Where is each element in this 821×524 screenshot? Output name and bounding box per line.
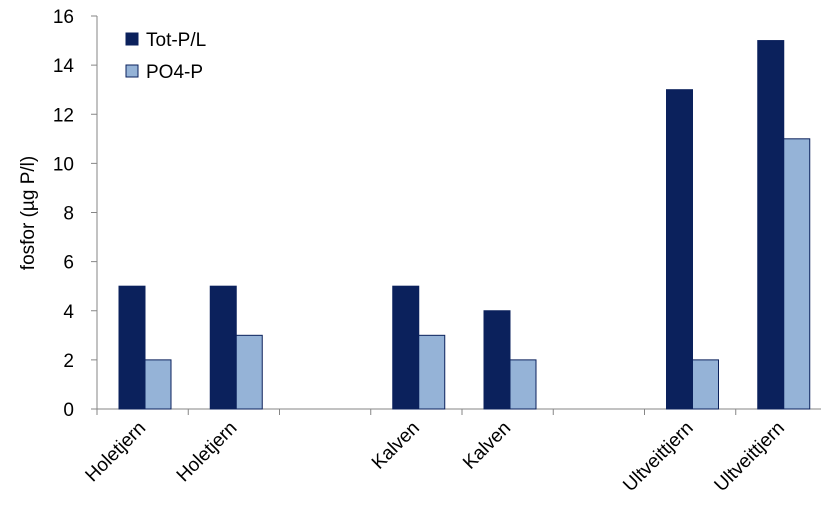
bar-tot-p bbox=[209, 285, 237, 410]
y-tick-label: 10 bbox=[53, 154, 74, 175]
y-tick-label: 12 bbox=[53, 105, 74, 126]
x-tick-label: Kalven bbox=[368, 418, 424, 474]
y-tick-label: 0 bbox=[63, 400, 74, 421]
y-tick-label: 16 bbox=[53, 7, 74, 28]
y-axis-title: fosfor (µg P/l) bbox=[18, 156, 39, 270]
y-tick-label: 6 bbox=[63, 253, 74, 274]
legend-swatch bbox=[125, 64, 139, 78]
bar-tot-p bbox=[757, 40, 785, 410]
bar-tot-p bbox=[392, 285, 420, 410]
y-tick-label: 2 bbox=[63, 351, 74, 372]
legend-label: PO4-P bbox=[146, 62, 203, 83]
legend: Tot-P/L PO4-P bbox=[125, 30, 206, 83]
bar-tot-p bbox=[118, 285, 146, 410]
bar-po4-p bbox=[692, 359, 719, 410]
bar-po4-p bbox=[144, 359, 172, 410]
bar-tot-p bbox=[666, 89, 693, 410]
x-tick-label: Ultveittjern bbox=[711, 418, 789, 496]
legend-label: Tot-P/L bbox=[146, 30, 206, 51]
y-tick-label: 14 bbox=[53, 56, 75, 77]
bar-po4-p bbox=[418, 334, 446, 410]
y-tick-label: 4 bbox=[63, 302, 74, 323]
x-tick-label: Holetjern bbox=[173, 418, 242, 487]
legend-swatch bbox=[125, 32, 139, 46]
x-tick-label: Ultveittjern bbox=[619, 418, 697, 496]
bar-po4-p bbox=[235, 334, 263, 410]
bar-tot-p bbox=[483, 310, 511, 410]
bar-po4-p bbox=[509, 359, 537, 410]
bar-po4-p bbox=[783, 138, 811, 410]
y-tick-label: 8 bbox=[63, 204, 74, 225]
x-tick-label: Holetjern bbox=[82, 418, 151, 487]
x-tick-label: Kalven bbox=[459, 418, 515, 474]
